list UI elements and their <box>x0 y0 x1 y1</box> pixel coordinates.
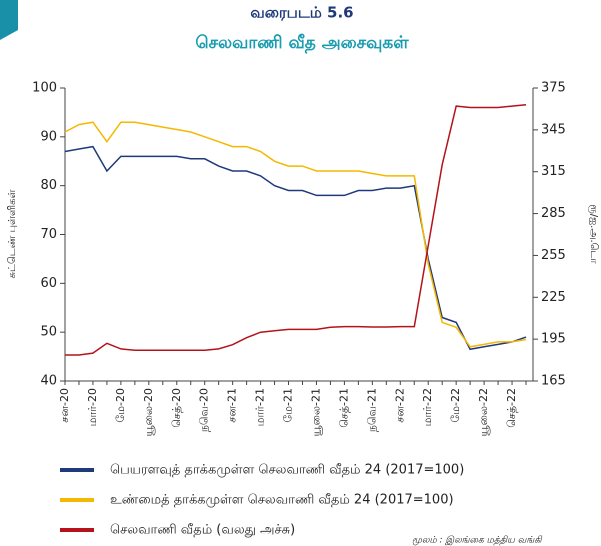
x-tick-label: மே-22 <box>449 388 462 423</box>
x-tick-label: மார்-22 <box>421 388 434 426</box>
corner-tag <box>0 0 18 40</box>
x-tick-label: செத்-21 <box>337 388 350 428</box>
x-tick-label: சன-21 <box>226 388 239 423</box>
source: மூலம் : இலங்கை மத்திய வங்கி <box>412 535 543 546</box>
y-axis-label: சுட்டெண் புள்ளிகள் <box>7 189 18 278</box>
y2-tick-label: 345 <box>541 122 566 137</box>
x-tick-label: மார்-21 <box>254 388 267 426</box>
legend-label: பெயரளவுத் தாக்கமுள்ள செலவாணி வீதம் 24 (2… <box>110 463 464 478</box>
y2-tick-label: 375 <box>541 81 566 96</box>
x-tick-label: மே-21 <box>282 388 295 423</box>
y-tick-label: 80 <box>40 178 57 193</box>
series-line <box>65 103 527 356</box>
y2-axis-label: ரூ/ஐ.அ.டொ <box>588 204 599 264</box>
y-tick-label: 70 <box>40 227 57 242</box>
x-tick-label: மார்-20 <box>86 388 99 426</box>
y-tick-label: 90 <box>40 129 57 144</box>
y-tick-label: 50 <box>40 325 57 340</box>
x-tick-label: சன-22 <box>393 388 406 423</box>
y2-tick-label: 315 <box>541 164 566 179</box>
x-tick-label: நவெ-20 <box>198 388 211 432</box>
x-tick-label: செத்-22 <box>505 388 518 428</box>
x-tick-label: சன-20 <box>58 388 71 423</box>
x-tick-label: செத்-20 <box>170 388 183 428</box>
x-tick-label: யூலை-20 <box>142 388 155 436</box>
x-tick-label: யூலை-22 <box>477 388 490 436</box>
legend-label: உண்மைத் தாக்கமுள்ள செலவாணி வீதம் 24 (201… <box>110 493 454 508</box>
chart-subtitle: செலவாணி வீத அசைவுகள் <box>195 33 409 53</box>
y2-tick-label: 195 <box>541 332 566 347</box>
chart-title: வரைபடம் 5.6 <box>250 4 353 22</box>
y2-tick-label: 285 <box>541 206 566 221</box>
series-line <box>64 145 527 351</box>
y2-tick-label: 165 <box>541 374 566 389</box>
y-tick-label: 100 <box>32 81 57 96</box>
y-tick-label: 40 <box>40 374 57 389</box>
x-tick-label: மே-20 <box>114 388 127 423</box>
y2-tick-label: 255 <box>541 248 566 263</box>
y-tick-label: 60 <box>40 276 57 291</box>
x-tick-label: நவெ-21 <box>365 388 378 432</box>
series-line <box>64 121 527 348</box>
y2-tick-label: 225 <box>541 290 566 305</box>
legend-label: செலவாணி வீதம் (வலது அச்சு) <box>110 523 295 538</box>
x-tick-label: யூலை-21 <box>309 388 322 436</box>
